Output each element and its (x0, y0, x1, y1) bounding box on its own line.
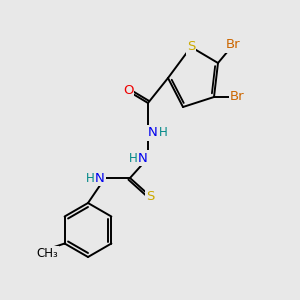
Text: H: H (159, 127, 167, 140)
Text: CH₃: CH₃ (37, 247, 58, 260)
Text: N: N (95, 172, 105, 184)
Text: O: O (123, 85, 133, 98)
Text: Br: Br (230, 91, 244, 103)
Text: H: H (85, 172, 94, 184)
Text: S: S (187, 40, 195, 53)
Text: N: N (138, 152, 148, 164)
Text: H: H (129, 152, 137, 164)
Text: S: S (146, 190, 154, 202)
Text: Br: Br (226, 38, 240, 52)
Text: N: N (148, 127, 158, 140)
